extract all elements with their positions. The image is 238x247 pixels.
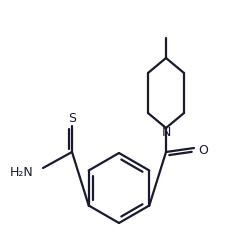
Text: H₂N: H₂N [10, 165, 34, 179]
Text: N: N [161, 126, 171, 140]
Text: S: S [68, 111, 76, 124]
Text: O: O [198, 144, 208, 157]
